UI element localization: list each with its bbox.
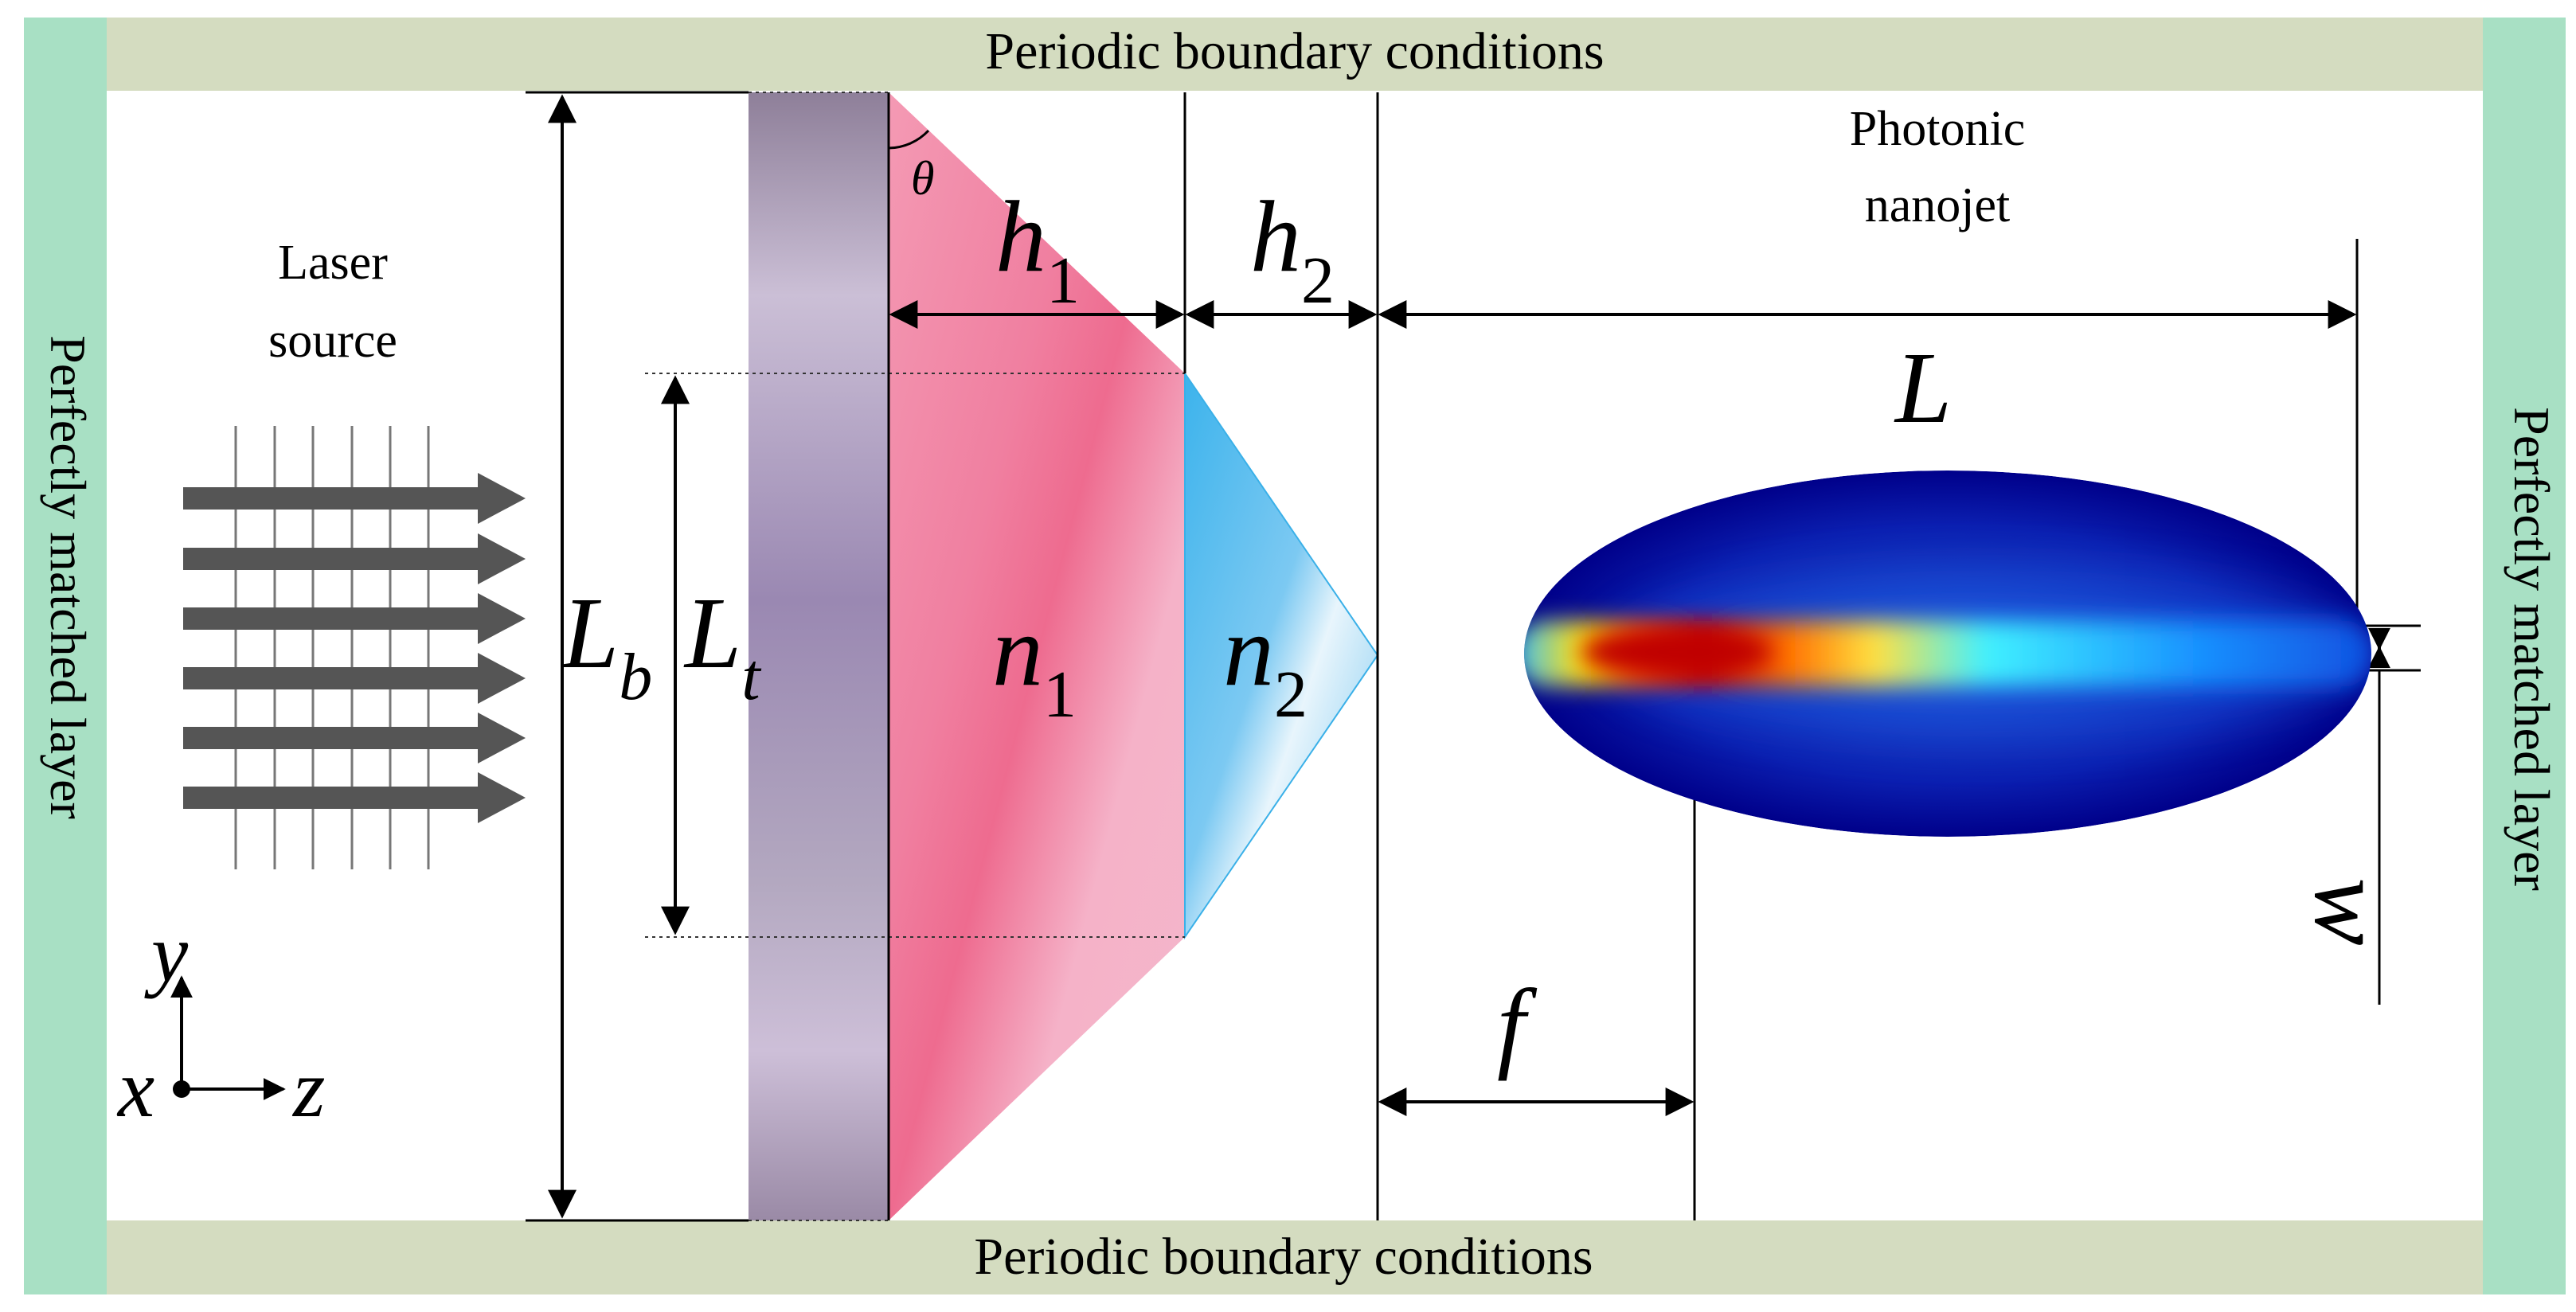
photonic-nanojet xyxy=(1524,471,2371,837)
laser-beam-arrows xyxy=(183,473,526,823)
theta-label: θ xyxy=(911,152,934,205)
h1-label: h1 xyxy=(995,180,1080,318)
axes-indicator xyxy=(170,975,286,1100)
nanojet-label-line2: nanojet xyxy=(1865,178,2011,232)
h2-label: h2 xyxy=(1250,180,1335,318)
periodic-top-band xyxy=(107,18,2483,91)
nanojet-label-line1: Photonic xyxy=(1850,102,2025,156)
substrate-layer xyxy=(749,92,889,1220)
axis-z-label: z xyxy=(291,1043,325,1134)
laser-source-label-line2: source xyxy=(268,314,397,368)
lens-n2 xyxy=(1184,370,1379,940)
dimension-arrows xyxy=(548,94,2390,1219)
periodic-bottom-label: Periodic boundary conditions xyxy=(974,1228,1593,1286)
pml-right-band xyxy=(2483,18,2566,1294)
pml-right-label: Perfectly matched layer xyxy=(2504,407,2560,891)
periodic-bottom-band xyxy=(107,1220,2483,1294)
lt-label: Lt xyxy=(683,576,762,714)
laser-source-label-line1: Laser xyxy=(278,236,388,290)
n2-label: n2 xyxy=(1223,594,1308,732)
lens-n1 xyxy=(889,92,1185,1220)
dotted-guides xyxy=(645,92,1185,1221)
w-label: w xyxy=(2293,877,2406,945)
f-label: f xyxy=(1497,968,1538,1081)
n1-label: n1 xyxy=(992,594,1077,732)
pml-left-band xyxy=(24,18,107,1294)
theta-arc xyxy=(888,129,930,150)
l-label: L xyxy=(1894,331,1952,444)
axis-origin-dot xyxy=(173,1080,190,1098)
periodic-top-label: Periodic boundary conditions xyxy=(985,22,1604,80)
lb-label: Lb xyxy=(561,576,652,714)
pml-left-label: Perfectly matched layer xyxy=(40,335,96,819)
axis-y-label: y xyxy=(144,908,189,999)
axis-x-label: x xyxy=(116,1043,154,1134)
